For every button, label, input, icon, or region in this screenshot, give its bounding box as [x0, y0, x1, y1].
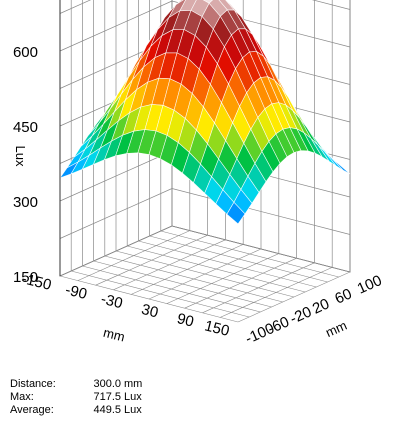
y-tick-label: 100 [355, 272, 385, 298]
x-tick-label: -150 [20, 270, 53, 294]
distance-row: Distance: 300.0 mm [10, 378, 142, 391]
z-tick-label: 450 [13, 119, 38, 136]
x-tick-label: 150 [203, 317, 231, 340]
surface-cell [226, 201, 246, 225]
wall-grid-line [59, 150, 173, 202]
chart-floor-grid [59, 225, 351, 323]
lux-surface [59, 0, 351, 225]
floor-grid-line [171, 225, 351, 273]
y-tick-label: 60 [332, 285, 354, 307]
z-tick-label: 600 [13, 44, 38, 61]
wall-grid-line [311, 0, 351, 10]
wall-grid-line [59, 188, 173, 239]
average-row: Average: 449.5 Lux [10, 404, 142, 417]
z-tick-label: 150 [13, 269, 38, 286]
floor-grid-line [71, 270, 250, 318]
floor-grid-line [138, 240, 317, 288]
x-tick-label: -90 [64, 281, 89, 303]
chart-axes: 750600450300150Lux-150-90-303090150mm-10… [13, 0, 385, 348]
floor-grid-line [104, 255, 283, 303]
distance-unit: mm [124, 378, 143, 390]
y-tick-label: 20 [310, 295, 332, 317]
x-axis-label: mm [102, 325, 127, 345]
x-tick-label: 90 [175, 310, 195, 331]
wall-grid-line [171, 188, 351, 235]
floor-grid-line [115, 250, 295, 298]
z-tick-label: 300 [13, 194, 38, 211]
floor-grid-line [82, 265, 261, 313]
distance-value: 300.0 [93, 378, 121, 390]
floor-grid-line [127, 245, 306, 293]
x-tick-label: -30 [99, 291, 124, 313]
max-row: Max: 717.5 Lux [10, 391, 142, 404]
floor-grid-line [59, 275, 239, 323]
max-unit: Lux [124, 391, 142, 403]
x-tick-label: 30 [140, 301, 160, 322]
max-value: 717.5 [93, 391, 121, 403]
y-axis-label: mm [323, 318, 349, 341]
wall-grid-line [59, 0, 92, 14]
floor-grid-line [149, 235, 328, 283]
statistics-panel: Distance: 300.0 mm Max: 717.5 Lux Averag… [10, 378, 142, 417]
average-value: 449.5 [93, 404, 121, 416]
average-unit: Lux [124, 404, 142, 416]
z-axis-label: Lux [13, 146, 28, 167]
wall-grid-line [59, 0, 173, 52]
y-tick-label: -20 [288, 303, 315, 327]
distance-label: Distance: [10, 378, 56, 390]
max-label: Max: [10, 391, 34, 403]
floor-grid-line [160, 230, 339, 278]
average-label: Average: [10, 404, 54, 416]
floor-grid-line [93, 260, 272, 308]
